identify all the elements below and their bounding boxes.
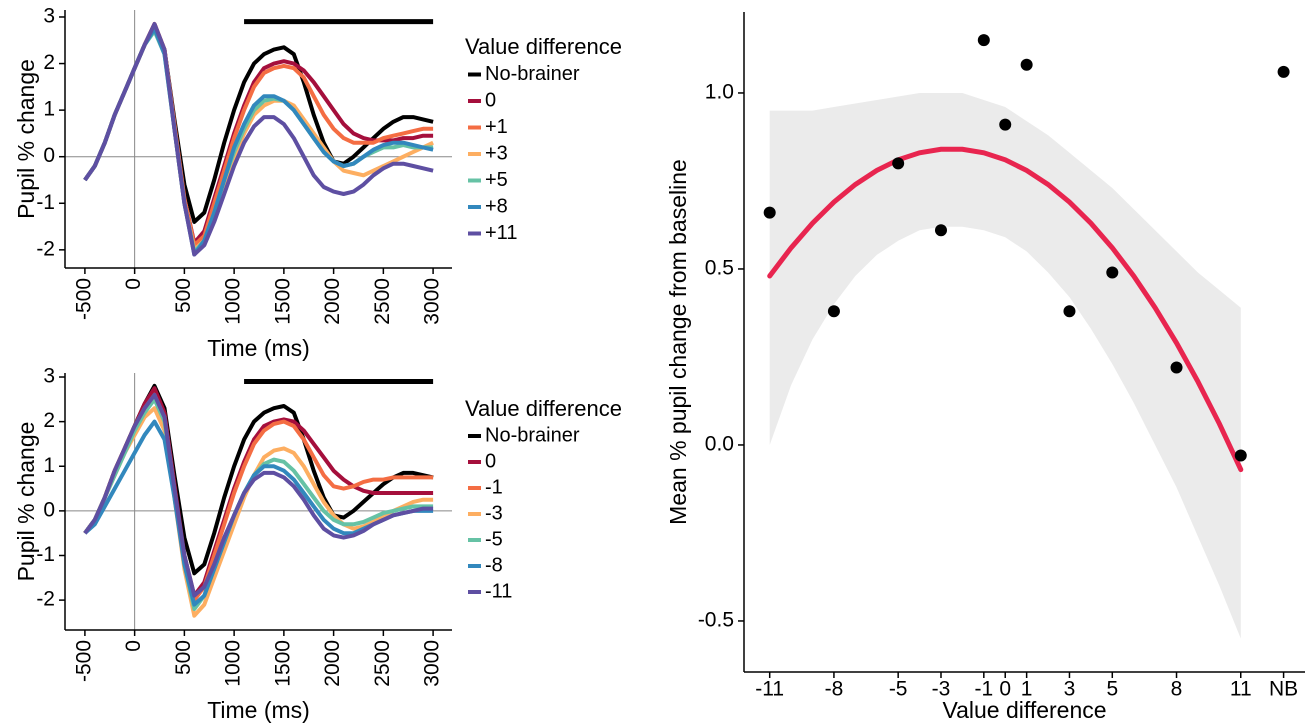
y-tick-label: 0 [43,144,55,167]
x-tick-label: 5 [1106,678,1118,701]
data-point [1020,58,1033,71]
x-tick-label: 11 [1230,678,1252,701]
data-point [977,34,990,47]
legend-label: -8 [485,554,503,576]
fit-line [767,146,1244,473]
x-tick-label: -3 [932,678,951,701]
y-tick-label: 0.5 [705,257,734,280]
data-point [1106,266,1119,279]
x-tick-label: 8 [1171,678,1183,701]
y-tick-label: 1.0 [705,81,734,104]
y-tick-label: 1 [43,454,55,477]
x-tick-label: 1000 [222,640,245,687]
x-tick-label: 2000 [321,278,344,325]
legend-title: Value difference [465,34,622,59]
legend-label: 0 [485,89,496,111]
x-tick-label: 0 [999,678,1011,701]
legend-label: +8 [485,195,508,217]
x-axis-title: Time (ms) [207,697,310,723]
series-line [83,22,434,257]
x-tick-label: 500 [172,278,195,313]
data-point [763,206,776,219]
data-point [1277,65,1290,78]
data-point [1234,449,1247,462]
legend-label: -5 [485,528,503,550]
y-tick-label: -2 [36,237,55,260]
x-tick-label: -5 [889,678,908,701]
x-tick-label: 1500 [271,278,294,325]
x-axis-title: Time (ms) [207,335,310,361]
y-tick-label: 2 [43,51,55,74]
confidence-band [769,93,1241,639]
x-tick-label: -500 [72,640,95,682]
x-tick-label: 0 [122,640,145,652]
legend-label: No-brainer [485,424,580,446]
x-tick-label: -8 [825,678,844,701]
y-tick-label: 0.0 [705,433,734,456]
legend-label: -1 [485,476,503,498]
x-tick-label: -1 [974,678,993,701]
x-tick-label: -11 [755,678,784,701]
legend-label: +5 [485,169,508,191]
x-tick-label: NB [1269,678,1298,701]
x-axis-title: Value difference [942,697,1106,723]
legend-label: +11 [485,222,517,244]
y-tick-label: -2 [36,588,55,611]
y-tick-label: 2 [43,409,55,432]
data-point [1063,305,1076,318]
x-tick-label: 2000 [321,640,344,687]
x-tick-label: 1 [1021,678,1033,701]
data-point [1170,361,1183,374]
x-tick-label: 3000 [421,278,444,325]
legend-label: +3 [485,142,508,164]
y-tick-label: -0.5 [698,609,734,632]
y-tick-label: 3 [43,365,55,388]
legend-title: Value difference [465,396,622,421]
legend-label: No-brainer [485,63,580,85]
y-axis-title: Pupil % change [13,422,39,582]
x-tick-label: 3 [1064,678,1076,701]
x-tick-label: -500 [72,278,95,320]
x-tick-label: 2500 [371,278,394,325]
y-axis-title: Mean % pupil change from baseline [665,159,691,525]
x-tick-label: 1000 [222,278,245,325]
x-tick-label: 3000 [421,640,444,687]
y-tick-label: 0 [43,498,55,521]
y-tick-label: -1 [36,191,55,214]
series-line [83,406,434,618]
y-tick-label: -1 [36,543,55,566]
series-line [83,392,434,598]
data-point [934,224,947,237]
data-point [999,118,1012,131]
legend-label: +1 [485,116,508,138]
legend-label: -3 [485,502,503,524]
data-point [827,305,840,318]
x-tick-label: 2500 [371,640,394,687]
y-axis-title: Pupil % change [13,59,39,219]
y-tick-label: 1 [43,98,55,121]
y-tick-label: 3 [43,5,55,28]
legend-label: 0 [485,450,496,472]
x-tick-label: 0 [122,278,145,290]
x-tick-label: 1500 [271,640,294,687]
legend-label: -11 [485,580,512,602]
data-point [892,157,905,170]
x-tick-label: 500 [172,640,195,675]
